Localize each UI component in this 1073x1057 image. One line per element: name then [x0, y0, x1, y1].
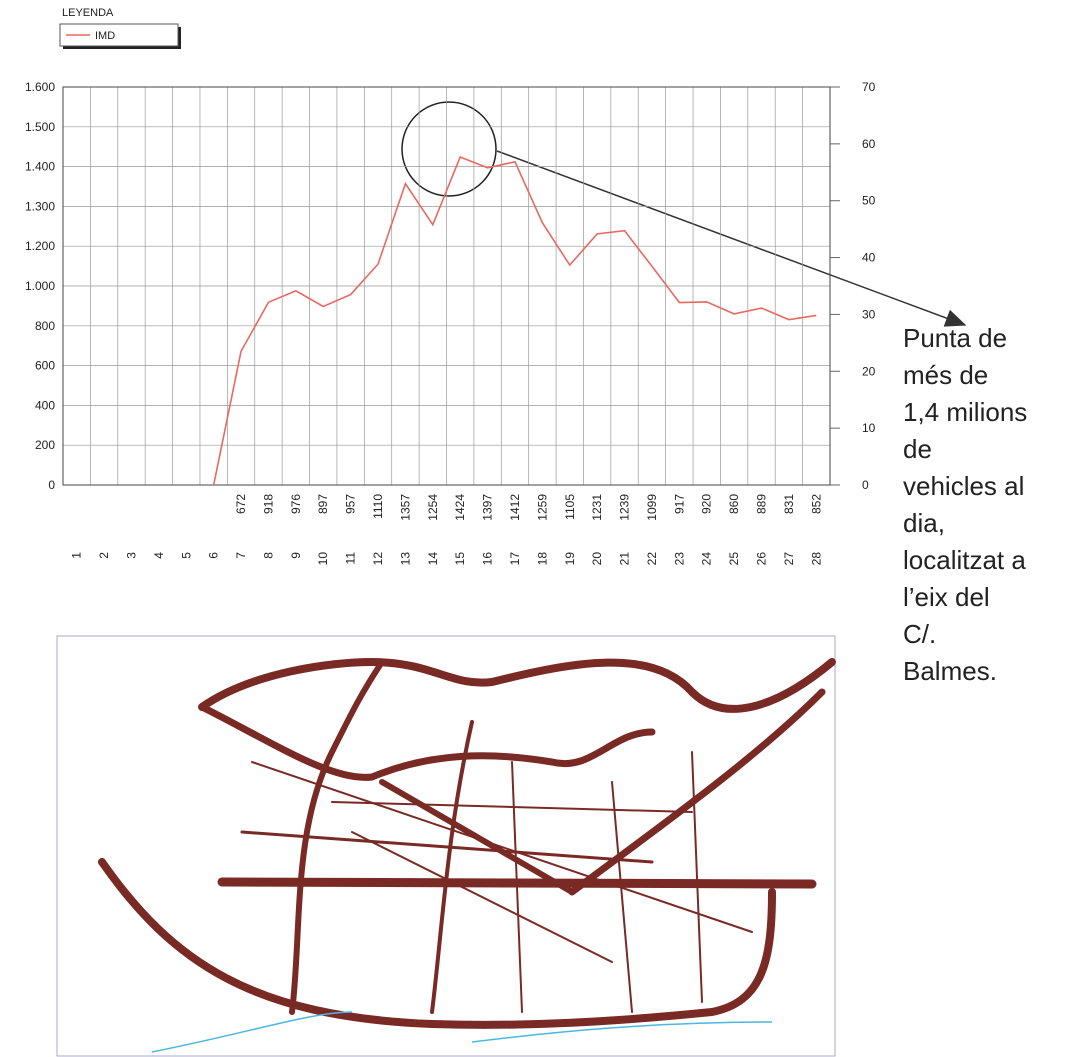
chart: LEYENDA 02004006008001.0001.2001.3001.40…: [25, 7, 967, 566]
x-tick-label: 6: [207, 552, 221, 559]
data-label: 1254: [426, 494, 440, 521]
y-tick-label: 1.600: [25, 80, 55, 94]
data-label: 889: [755, 494, 769, 514]
x-tick-label: 11: [344, 552, 358, 565]
data-label: 831: [782, 494, 796, 514]
data-label: 920: [700, 494, 714, 514]
y2-tick-label: 10: [862, 421, 876, 435]
annotation-line: vehicles al: [903, 471, 1025, 501]
data-label: 852: [809, 494, 823, 514]
y-tick-label: 800: [35, 319, 55, 333]
y-tick-label: 1.400: [25, 160, 55, 174]
x-tick-label: 25: [727, 552, 741, 566]
data-label: 897: [316, 494, 330, 514]
y2-tick-label: 30: [862, 307, 876, 321]
annotation-line: l’eix del: [903, 582, 990, 612]
y-tick-label: 1.000: [25, 279, 55, 293]
legend-label: IMD: [95, 30, 115, 42]
x-tick-label: 17: [508, 552, 522, 566]
x-tick-label: 26: [755, 552, 769, 566]
x-tick-label: 8: [261, 552, 275, 559]
data-label: 1099: [645, 494, 659, 521]
legend-box: [59, 23, 179, 47]
y-tick-label: 600: [35, 359, 55, 373]
annotation-arrow: [496, 150, 967, 327]
x-tick-label: 7: [234, 552, 248, 559]
data-label: 976: [289, 494, 303, 514]
y-tick-label: 1.300: [25, 199, 55, 213]
coastline: [151, 1011, 773, 1053]
y-tick-label: 0: [48, 478, 55, 492]
y2-tick-label: 70: [862, 80, 876, 94]
x-tick-label: 19: [563, 552, 577, 566]
annotation-line: dia,: [903, 508, 945, 538]
y2-tick-label: 20: [862, 364, 876, 378]
y2-tick-label: 0: [862, 478, 869, 492]
x-tick-label: 10: [316, 552, 330, 566]
data-label: 918: [261, 494, 275, 514]
x-tick-label: 14: [426, 552, 440, 566]
data-label: 1110: [371, 494, 385, 519]
data-label: 1259: [535, 494, 549, 521]
y-tick-label: 1.200: [25, 239, 55, 253]
map-roads: [98, 657, 836, 1029]
x-tick-label: 1: [70, 552, 84, 559]
data-label: 860: [727, 494, 741, 514]
annotation-line: més de: [903, 360, 989, 390]
x-tick-label: 9: [289, 552, 303, 559]
data-line: [212, 156, 817, 486]
annotation-line: de: [903, 434, 932, 464]
highlight-circle: [401, 101, 497, 197]
y-tick-label: 200: [35, 438, 55, 452]
annotation-line: Balmes.: [903, 656, 997, 686]
y2-tick-label: 40: [862, 251, 876, 265]
plot-frame: [62, 86, 831, 486]
data-label: 1357: [398, 494, 412, 521]
data-label: 1412: [508, 494, 522, 521]
x-tick-label: 27: [782, 552, 796, 566]
x-tick-label: 13: [398, 552, 412, 566]
x-tick-label: 5: [179, 552, 193, 559]
data-label: 957: [344, 494, 358, 514]
data-label: 1424: [453, 494, 467, 521]
annotation: Punta de més de 1,4 milions de vehicles al di…: [903, 320, 1027, 690]
x-tick-label: 22: [645, 552, 659, 566]
x-tick-label: 2: [97, 552, 111, 559]
map: [56, 635, 836, 1057]
x-tick-label: 18: [535, 552, 549, 566]
x-tick-label: 4: [152, 552, 166, 559]
x-tick-label: 23: [672, 552, 686, 566]
x-tick-label: 15: [453, 552, 467, 566]
y2-tick-label: 60: [862, 137, 876, 151]
y2-tick-label: 50: [862, 194, 876, 208]
x-tick-label: 12: [371, 552, 385, 566]
data-label: 1231: [590, 494, 604, 521]
data-label: 672: [234, 494, 248, 514]
x-tick-label: 21: [618, 552, 632, 566]
x-tick-label: 24: [700, 552, 714, 566]
x-tick-label: 16: [481, 552, 495, 566]
legend-title: LEYENDA: [62, 7, 114, 19]
x-tick-label: 3: [124, 552, 138, 559]
annotation-line: localitzat a: [903, 545, 1026, 575]
data-label: 1239: [618, 494, 632, 521]
y-tick-label: 400: [35, 398, 55, 412]
y-tick-label: 1.500: [25, 120, 55, 134]
data-label: 1105: [563, 494, 577, 520]
annotation-line: 1,4 milions: [903, 397, 1028, 427]
x-tick-label: 20: [590, 552, 604, 566]
data-label: 917: [672, 494, 686, 514]
data-label: 1397: [481, 494, 495, 521]
x-tick-label: 28: [809, 552, 823, 566]
annotation-line: C/.: [903, 619, 937, 649]
annotation-line: Punta de: [903, 323, 1008, 353]
